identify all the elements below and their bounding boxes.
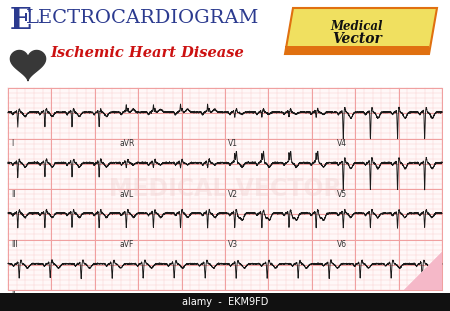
Bar xyxy=(0,293,450,311)
Text: V4: V4 xyxy=(337,139,347,148)
Text: III: III xyxy=(11,240,18,249)
Text: V2: V2 xyxy=(228,190,238,199)
Polygon shape xyxy=(404,252,442,290)
Text: V5: V5 xyxy=(337,190,347,199)
Text: V1: V1 xyxy=(228,139,238,148)
Text: aVF: aVF xyxy=(120,240,134,249)
Text: Medical: Medical xyxy=(331,20,383,33)
Text: Ischemic Heart Disease: Ischemic Heart Disease xyxy=(50,46,244,60)
Text: E: E xyxy=(10,6,32,35)
Text: II: II xyxy=(11,290,15,299)
Text: MEDICAL VECTOR: MEDICAL VECTOR xyxy=(109,177,341,201)
Text: V3: V3 xyxy=(228,240,238,249)
Text: LECTROCARDIOGRAM: LECTROCARDIOGRAM xyxy=(26,9,259,27)
Polygon shape xyxy=(285,46,429,54)
Text: alamy  -  EKM9FD: alamy - EKM9FD xyxy=(182,297,268,307)
Polygon shape xyxy=(10,50,45,81)
Polygon shape xyxy=(285,8,437,54)
Text: I: I xyxy=(11,139,13,148)
Text: aVL: aVL xyxy=(120,190,134,199)
Text: II: II xyxy=(11,190,15,199)
Polygon shape xyxy=(404,252,442,290)
Polygon shape xyxy=(404,252,442,290)
Text: V6: V6 xyxy=(337,240,347,249)
Text: Vector: Vector xyxy=(332,32,382,46)
Bar xyxy=(8,88,442,290)
Text: aVR: aVR xyxy=(120,139,135,148)
